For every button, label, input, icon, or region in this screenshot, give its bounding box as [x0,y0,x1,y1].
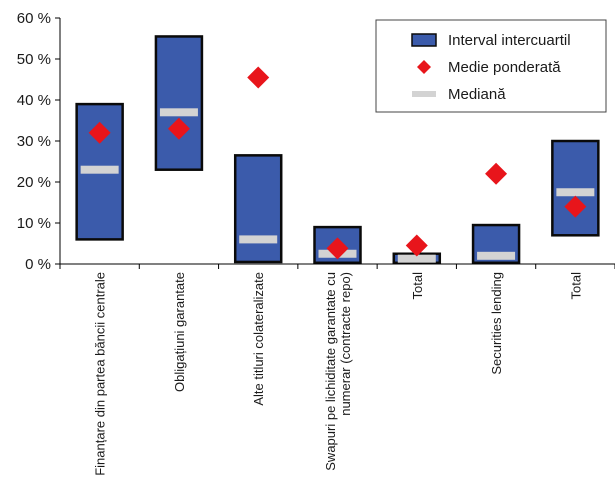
x-category-label: Alte titluri colateralizate [251,272,266,406]
x-category-label: Total [410,272,425,300]
legend: Interval intercuartil Medie ponderată Medi… [375,19,607,113]
x-category-label: Finanțare din partea băncii centrale [93,272,108,476]
interquartile-box [154,35,204,171]
y-tick-label: 0 % [25,256,51,273]
x-axis-ticks [59,264,615,269]
y-tick-label: 20 % [17,174,51,191]
y-tick-label: 60 % [17,10,51,27]
mean-layer [88,66,587,260]
median-bar [159,108,198,117]
y-tick-label: 50 % [17,51,51,68]
x-category-label: numerar (contracte repo) [338,272,353,416]
legend-swatch-median [412,91,436,97]
x-category-label: Securities lending [489,272,504,375]
interquartile-box [551,139,600,237]
category-labels: Finanțare din partea băncii centrale Obli… [93,272,584,476]
interquartile-box [233,154,283,264]
x-category-label: Swapuri pe lichiditate garantate cu [323,272,338,471]
weighted-mean-marker [405,234,428,257]
x-category-label: Obligațiuni garantate [172,272,187,392]
weighted-mean-marker [88,121,111,144]
legend-label: Mediană [448,86,506,103]
median-bar [80,165,119,174]
legend-label: Interval intercuartil [448,32,571,49]
median-bar [397,254,436,263]
weighted-mean-marker [485,162,508,185]
weighted-mean-marker [326,237,349,260]
y-tick-label: 10 % [17,215,51,232]
y-tick-label: 30 % [17,133,51,150]
median-bar [477,251,516,260]
legend-label: Medie ponderată [448,59,561,76]
weighted-mean-marker [564,195,587,218]
median-bar [239,235,278,244]
median-bar [556,188,595,197]
legend-swatch-mean [417,60,431,74]
weighted-mean-marker [167,117,190,140]
y-tick-label: 40 % [17,92,51,109]
y-axis-ticks: 0 % 10 % 20 % 30 % 40 % 50 % 60 % [17,10,60,273]
x-category-label: Total [568,272,583,300]
weighted-mean-marker [247,66,270,89]
legend-swatch-box [411,33,437,47]
